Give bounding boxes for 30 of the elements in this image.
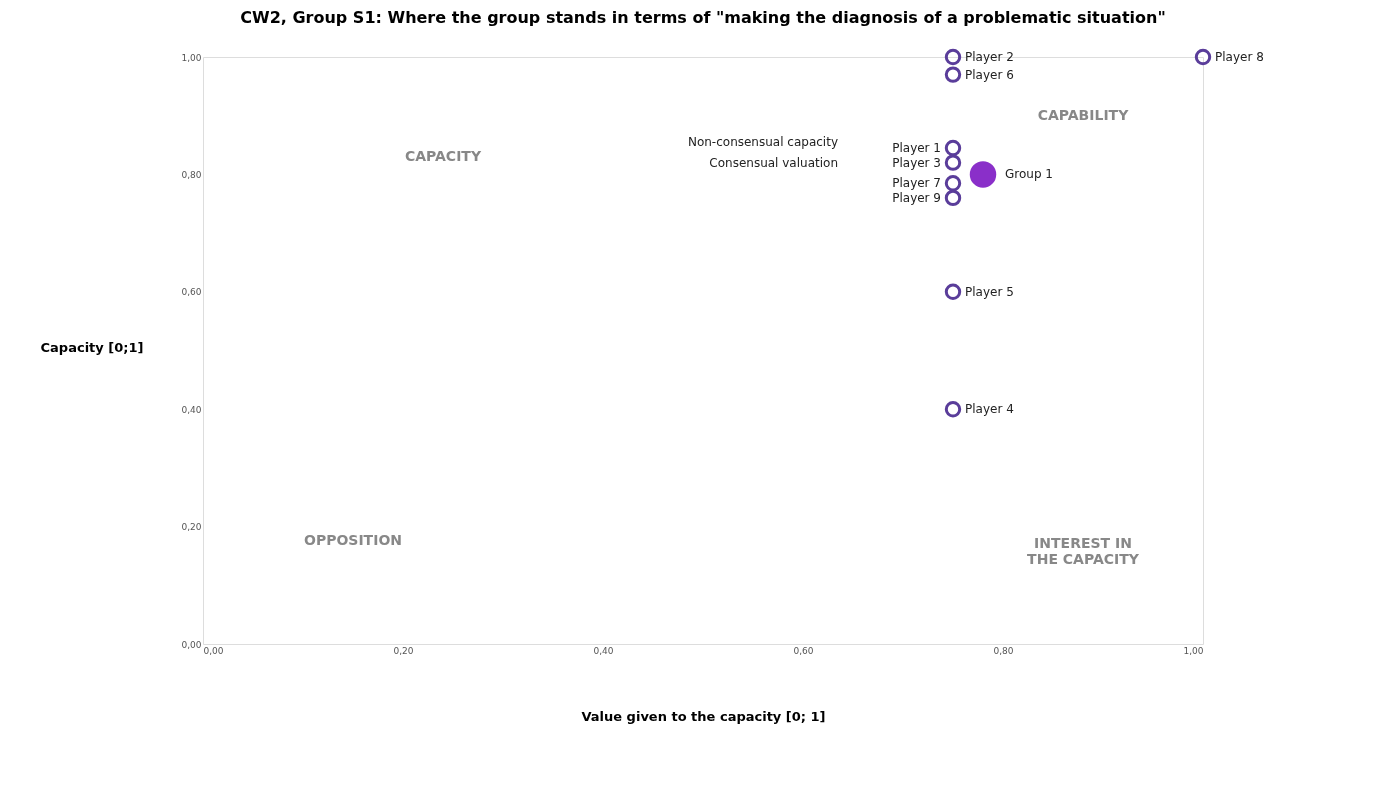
annotation: Consensual valuation [709, 155, 838, 170]
series-label: Player 8 [1215, 50, 1264, 64]
chart-title: CW2, Group S1: Where the group stands in terms of "making the diagnosis of a problematic situation" [240, 8, 1166, 28]
y-tick-label: 0,60 [181, 287, 202, 298]
series-label: Player 3 [892, 155, 941, 170]
x-tick-label: 0,60 [793, 645, 814, 656]
y-tick-label: 0,80 [181, 169, 202, 180]
y-tick-label: 0,40 [181, 404, 202, 415]
y-axis-title: Capacity [0;1] [40, 339, 144, 355]
x-tick-label: 0,00 [203, 645, 224, 656]
annotation: INTEREST IN THE CAPACITY [1027, 535, 1140, 568]
series-label: Player 6 [965, 67, 1014, 82]
annotation: CAPACITY [404, 147, 482, 164]
series-label: Player 2 [965, 50, 1014, 64]
series-label: Player 5 [965, 284, 1014, 299]
series-label: Player 1 [892, 140, 941, 155]
x-tick-label: 0,80 [993, 645, 1014, 656]
x-axis-title: Value given to the capacity [0; 1] [581, 708, 826, 724]
annotation: OPPOSITION [304, 532, 402, 549]
y-tick-label: 0,20 [181, 522, 202, 533]
x-tick-label: 0,20 [393, 645, 414, 656]
series-label: Player 9 [892, 190, 941, 205]
x-tick-label: 1,00 [1183, 645, 1204, 656]
series-label: Player 4 [965, 402, 1014, 417]
annotation: Non-consensual capacity [687, 135, 838, 150]
x-tick-label: 0,40 [593, 645, 614, 656]
y-tick-label: 1,00 [181, 52, 202, 63]
series-label: Player 7 [892, 176, 941, 191]
annotation: CAPABILITY [1037, 106, 1130, 123]
series-label: Group 1 [1005, 167, 1053, 182]
